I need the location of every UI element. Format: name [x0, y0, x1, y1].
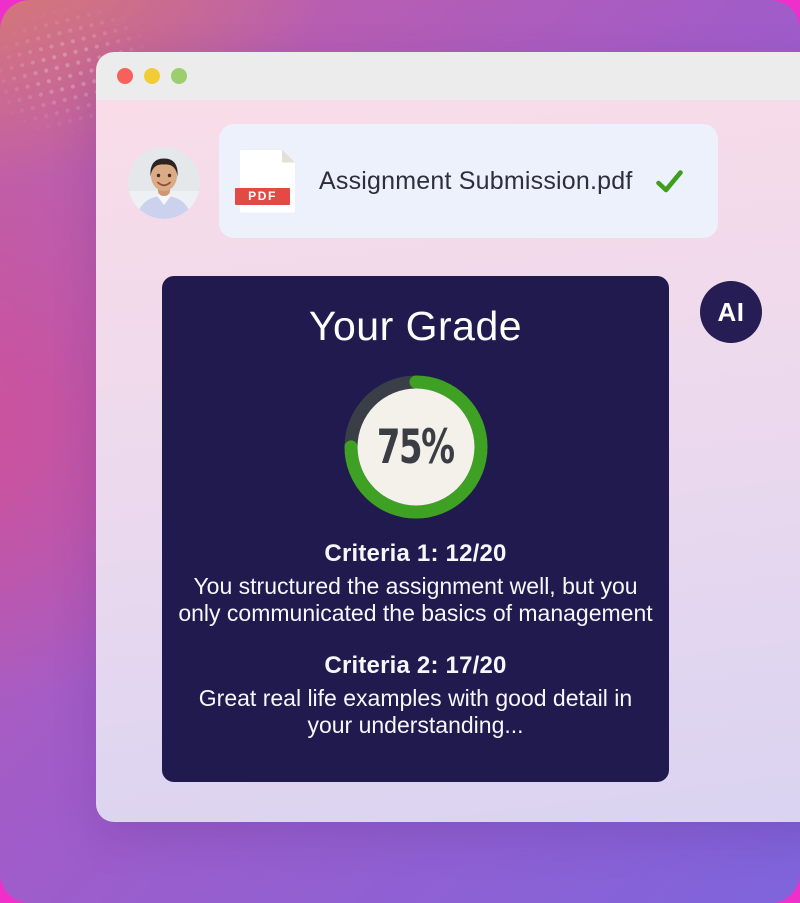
check-icon: [656, 169, 684, 192]
window-titlebar: [96, 52, 800, 100]
score-gauge: 75%: [344, 375, 488, 519]
file-name: Assignment Submission.pdf: [319, 166, 633, 195]
criterion-1-heading: Criteria 1: 12/20: [324, 540, 507, 568]
traffic-light-close-button[interactable]: [117, 68, 133, 84]
window-body: PDF Assignment Submission.pdf Your Grade: [96, 100, 800, 822]
grade-card-title: Your Grade: [308, 303, 523, 349]
file-card[interactable]: PDF Assignment Submission.pdf: [219, 124, 718, 238]
ai-badge: AI: [700, 281, 762, 343]
criterion-1: Criteria 1: 12/20 You structured the ass…: [162, 540, 669, 627]
criterion-1-description: You structured the assignment well, but …: [178, 572, 653, 626]
grade-card: Your Grade 75% Criteria 1: 12/20 You str…: [162, 276, 669, 782]
avatar-illustration: [128, 147, 200, 219]
traffic-light-zoom-button[interactable]: [171, 68, 187, 84]
score-gauge-ring: [344, 375, 487, 519]
ai-badge-label: AI: [717, 296, 745, 327]
pdf-file-icon: PDF: [235, 149, 295, 213]
score-value: 75%: [377, 419, 455, 475]
browser-window: PDF Assignment Submission.pdf Your Grade: [96, 52, 800, 822]
criterion-2-heading: Criteria 2: 17/20: [324, 652, 507, 680]
traffic-light-minimize-button[interactable]: [144, 68, 160, 84]
criterion-2: Criteria 2: 17/20 Great real life exampl…: [162, 652, 669, 739]
pdf-label: PDF: [235, 187, 290, 205]
criterion-2-description: Great real life examples with good detai…: [198, 684, 633, 738]
pdf-fold-corner: [282, 149, 295, 163]
avatar[interactable]: [128, 147, 200, 219]
